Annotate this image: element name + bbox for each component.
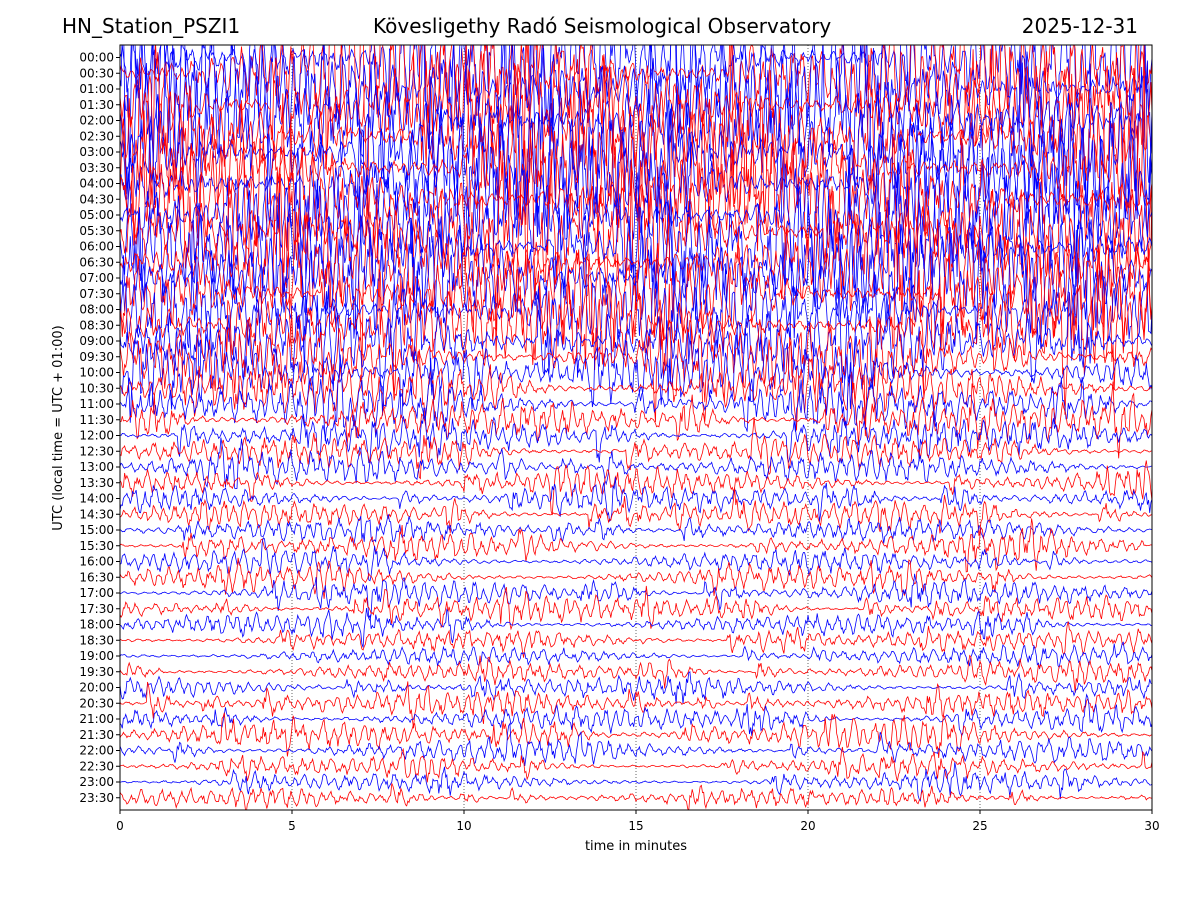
y-tick-label: 01:00: [79, 82, 114, 96]
y-tick-label: 17:00: [79, 586, 114, 600]
y-tick-label: 22:00: [79, 744, 114, 758]
trace-line: [120, 537, 1152, 582]
y-tick-label: 05:00: [79, 208, 114, 222]
trace-line: [120, 437, 1152, 490]
trace-line: [120, 477, 1152, 523]
y-tick-label: 00:00: [79, 51, 114, 65]
trace-line: [120, 381, 1152, 459]
y-tick-label: 06:30: [79, 255, 114, 269]
y-tick-label: 15:30: [79, 539, 114, 553]
trace-line: [120, 460, 1152, 516]
trace-line: [120, 762, 1152, 802]
seismogram-traces: [120, 45, 1152, 810]
trace-line: [120, 283, 1152, 437]
y-tick-label: 13:30: [79, 476, 114, 490]
trace-line: [120, 416, 1152, 480]
y-tick-label: 17:30: [79, 602, 114, 616]
y-tick-label: 18:00: [79, 618, 114, 632]
y-tick-label: 12:30: [79, 444, 114, 458]
y-tick-label: 11:30: [79, 413, 114, 427]
trace-line: [120, 585, 1152, 631]
trace-line: [120, 270, 1152, 416]
trace-line: [120, 607, 1152, 648]
station-name: HN_Station_PSZI1: [62, 14, 241, 38]
trace-line: [120, 783, 1152, 810]
trace-line: [120, 641, 1152, 670]
y-tick-label: 19:30: [79, 665, 114, 679]
y-tick-label: 03:30: [79, 161, 114, 175]
x-tick-label: 0: [116, 819, 124, 833]
observatory-title: Kövesligethy Radó Seismological Observat…: [373, 14, 832, 38]
trace-line: [120, 621, 1152, 658]
y-tick-label: 08:30: [79, 318, 114, 332]
y-tick-label: 20:30: [79, 696, 114, 710]
y-tick-label: 10:00: [79, 366, 114, 380]
trace-line: [120, 681, 1152, 729]
trace-line: [120, 125, 1152, 312]
x-tick-label: 20: [800, 819, 815, 833]
y-tick-label: 10:30: [79, 381, 114, 395]
trace-line: [120, 407, 1152, 464]
y-tick-label: 19:00: [79, 649, 114, 663]
y-tick-label: 15:00: [79, 523, 114, 537]
trace-line: [120, 354, 1152, 442]
y-tick-label: 23:00: [79, 775, 114, 789]
trace-line: [120, 722, 1152, 766]
trace-line: [120, 712, 1152, 759]
y-tick-label: 09:30: [79, 350, 114, 364]
x-tick-label: 10: [456, 819, 471, 833]
y-tick-label: 16:30: [79, 570, 114, 584]
y-tick-label: 03:00: [79, 145, 114, 159]
y-tick-label: 21:00: [79, 712, 114, 726]
y-tick-label: 13:00: [79, 460, 114, 474]
y-tick-label: 11:00: [79, 397, 114, 411]
y-tick-label: 04:00: [79, 177, 114, 191]
y-tick-label: 01:30: [79, 98, 114, 112]
x-tick-label: 30: [1144, 819, 1159, 833]
y-tick-label: 23:30: [79, 791, 114, 805]
y-tick-label: 07:30: [79, 287, 114, 301]
record-date: 2025-12-31: [1021, 14, 1138, 38]
y-tick-label: 00:30: [79, 66, 114, 80]
y-tick-label: 20:00: [79, 681, 114, 695]
trace-line: [120, 573, 1152, 622]
trace-line: [120, 746, 1152, 783]
y-tick-label: 04:30: [79, 192, 114, 206]
y-tick-label: 16:00: [79, 555, 114, 569]
trace-line: [120, 93, 1152, 283]
x-axis-label: time in minutes: [585, 839, 687, 854]
y-tick-label: 14:30: [79, 507, 114, 521]
trace-line: [120, 45, 1152, 216]
y-tick-label: 18:30: [79, 633, 114, 647]
y-tick-label: 21:30: [79, 728, 114, 742]
trace-line: [120, 557, 1152, 599]
y-tick-label: 02:00: [79, 114, 114, 128]
y-tick-label: 08:00: [79, 303, 114, 317]
trace-line: [120, 45, 1152, 225]
y-tick-label: 05:30: [79, 224, 114, 238]
x-tick-label: 15: [628, 819, 643, 833]
y-tick-label: 07:00: [79, 271, 114, 285]
trace-line: [120, 129, 1152, 359]
y-tick-label: 22:30: [79, 759, 114, 773]
trace-line: [120, 518, 1152, 573]
trace-line: [120, 243, 1152, 415]
trace-line: [120, 654, 1152, 693]
trace-line: [120, 45, 1152, 228]
x-tick-label: 25: [972, 819, 987, 833]
x-axis-ticks: 0 5 10 15 20 25 30: [116, 810, 1160, 833]
y-axis-label: UTC (local time = UTC + 01:00): [51, 325, 66, 530]
y-tick-label: 12:00: [79, 429, 114, 443]
trace-line: [120, 336, 1152, 431]
trace-line: [120, 128, 1152, 380]
y-tick-label: 02:30: [79, 129, 114, 143]
x-tick-label: 5: [288, 819, 296, 833]
trace-line: [120, 693, 1152, 738]
y-tick-label: 09:00: [79, 334, 114, 348]
y-tick-label: 06:00: [79, 240, 114, 254]
y-tick-label: 14:00: [79, 492, 114, 506]
trace-line: [120, 514, 1152, 545]
